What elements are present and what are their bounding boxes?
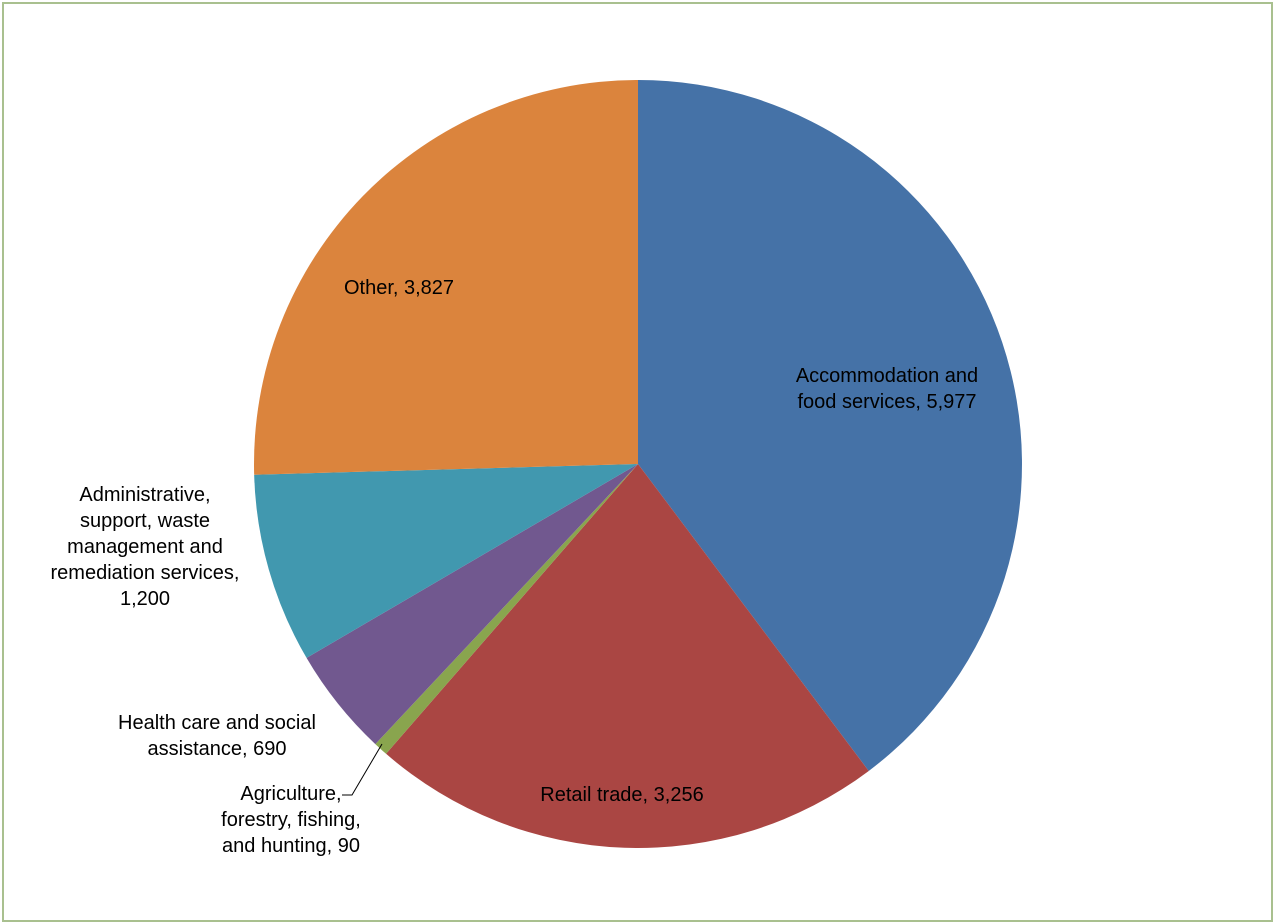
slice-label: Agriculture, forestry, fishing, and huntin… bbox=[221, 783, 361, 857]
pie-slice bbox=[638, 80, 1022, 771]
leader-line bbox=[342, 743, 383, 796]
slice-label: Accommodation and food services, 5,977 bbox=[796, 365, 978, 413]
pie-slices bbox=[253, 80, 1022, 848]
slice-label-line: Accommodation and bbox=[796, 365, 978, 387]
slice-label-line: Health care and social bbox=[118, 712, 316, 734]
slice-label: Other, 3,827 bbox=[344, 277, 454, 299]
slice-label-line: food services, 5,977 bbox=[798, 391, 977, 413]
slice-label-line: Retail trade, 3,256 bbox=[540, 784, 703, 806]
leader-lines bbox=[342, 743, 383, 796]
slice-label-line: assistance, 690 bbox=[148, 738, 287, 760]
pie-slice bbox=[254, 464, 638, 658]
slice-label: Retail trade, 3,256 bbox=[540, 784, 703, 806]
slice-label-line: Agriculture, bbox=[240, 783, 341, 805]
slice-labels: Accommodation and food services, 5,977 Ret… bbox=[51, 277, 979, 857]
slice-label-line: Other, 3,827 bbox=[344, 277, 454, 299]
slice-label-line: support, waste bbox=[80, 510, 210, 532]
pie-slice bbox=[375, 464, 638, 754]
pie-slice bbox=[306, 464, 638, 745]
pie-slice bbox=[253, 80, 638, 475]
slice-label: Administrative, support, waste management … bbox=[51, 484, 240, 610]
slice-label: Health care and social assistance, 690 bbox=[118, 712, 316, 760]
slice-label-line: management and bbox=[67, 536, 223, 558]
pie-slice bbox=[386, 464, 869, 848]
slice-label-line: and hunting, 90 bbox=[222, 835, 360, 857]
slice-label-line: Administrative, bbox=[79, 484, 210, 506]
slice-label-line: 1,200 bbox=[120, 588, 170, 610]
slice-label-line: forestry, fishing, bbox=[221, 809, 361, 831]
slice-label-line: remediation services, bbox=[51, 562, 240, 584]
